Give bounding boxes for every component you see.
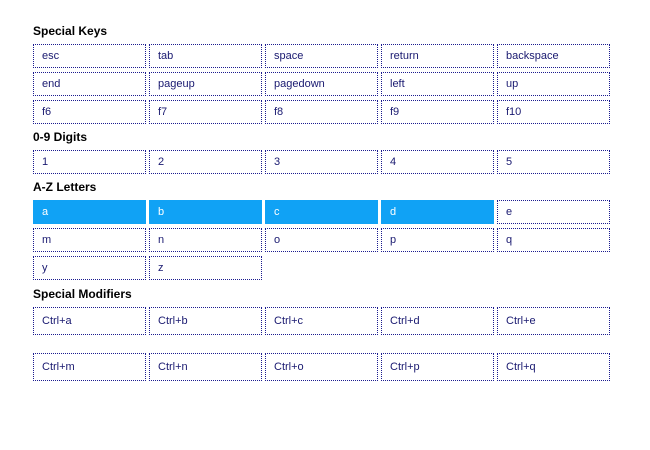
key-cell-d[interactable]: d xyxy=(381,200,494,224)
key-cell-f10[interactable]: f10 xyxy=(497,100,610,124)
key-cell-pagedown[interactable]: pagedown xyxy=(265,72,378,96)
key-cell-b[interactable]: b xyxy=(149,200,262,224)
key-cell-ctrl-plus-d[interactable]: Ctrl+d xyxy=(381,307,494,335)
key-cell-return[interactable]: return xyxy=(381,44,494,68)
key-cell-end[interactable]: end xyxy=(33,72,146,96)
key-cell-ctrl-plus-q[interactable]: Ctrl+q xyxy=(497,353,610,381)
section-modifiers: Special Modifiers Ctrl+a Ctrl+b Ctrl+c Ctrl+… xyxy=(33,287,617,381)
key-row: end pageup pagedown left up xyxy=(33,72,611,96)
section-digits: 0-9 Digits 1 2 3 4 5 xyxy=(33,130,617,174)
key-row: f6 f7 f8 f9 f10 xyxy=(33,100,611,124)
key-row: Ctrl+m Ctrl+n Ctrl+o Ctrl+p Ctrl+q xyxy=(33,353,611,381)
key-cell-f7[interactable]: f7 xyxy=(149,100,262,124)
key-cell-ctrl-plus-e[interactable]: Ctrl+e xyxy=(497,307,610,335)
key-cell-3[interactable]: 3 xyxy=(265,150,378,174)
section-heading-digits: 0-9 Digits xyxy=(33,130,88,144)
key-cell-c[interactable]: c xyxy=(265,200,378,224)
key-cell-tab[interactable]: tab xyxy=(149,44,262,68)
key-cell-m[interactable]: m xyxy=(33,228,146,252)
key-grid-special-keys: esc tab space return backspace end pageup paged… xyxy=(33,44,611,124)
key-cell-z[interactable]: z xyxy=(149,256,262,280)
key-cell-y[interactable]: y xyxy=(33,256,146,280)
key-row: Ctrl+a Ctrl+b Ctrl+c Ctrl+d Ctrl+e xyxy=(33,307,611,335)
section-heading-special-keys: Special Keys xyxy=(33,24,108,38)
key-cell-4[interactable]: 4 xyxy=(381,150,494,174)
key-cell-ctrl-plus-m[interactable]: Ctrl+m xyxy=(33,353,146,381)
key-cell-f8[interactable]: f8 xyxy=(265,100,378,124)
key-cell-backspace[interactable]: backspace xyxy=(497,44,610,68)
section-letters: A-Z Letters a b c d e m n o p q y z xyxy=(33,180,617,280)
key-cell-e[interactable]: e xyxy=(497,200,610,224)
sections-container: Special Keys esc tab space return backspace en… xyxy=(33,24,617,381)
key-grid-modifiers: Ctrl+a Ctrl+b Ctrl+c Ctrl+d Ctrl+e Ctrl+m Ctrl… xyxy=(33,307,611,381)
key-cell-f6[interactable]: f6 xyxy=(33,100,146,124)
key-cell-ctrl-plus-b[interactable]: Ctrl+b xyxy=(149,307,262,335)
key-cell-a[interactable]: a xyxy=(33,200,146,224)
key-cell-p[interactable]: p xyxy=(381,228,494,252)
key-cell-ctrl-plus-n[interactable]: Ctrl+n xyxy=(149,353,262,381)
key-cell-ctrl-plus-o[interactable]: Ctrl+o xyxy=(265,353,378,381)
key-cell-pageup[interactable]: pageup xyxy=(149,72,262,96)
key-cell-f9[interactable]: f9 xyxy=(381,100,494,124)
key-cell-1[interactable]: 1 xyxy=(33,150,146,174)
key-cell-ctrl-plus-p[interactable]: Ctrl+p xyxy=(381,353,494,381)
key-cell-space[interactable]: space xyxy=(265,44,378,68)
key-cell-ctrl-plus-a[interactable]: Ctrl+a xyxy=(33,307,146,335)
key-cell-ctrl-plus-c[interactable]: Ctrl+c xyxy=(265,307,378,335)
key-cell-n[interactable]: n xyxy=(149,228,262,252)
key-cell-2[interactable]: 2 xyxy=(149,150,262,174)
section-heading-letters: A-Z Letters xyxy=(33,180,97,194)
key-cell-o[interactable]: o xyxy=(265,228,378,252)
key-cell-5[interactable]: 5 xyxy=(497,150,610,174)
section-special-keys: Special Keys esc tab space return backspace en… xyxy=(33,24,617,124)
key-cell-esc[interactable]: esc xyxy=(33,44,146,68)
key-cell-up[interactable]: up xyxy=(497,72,610,96)
section-heading-modifiers: Special Modifiers xyxy=(33,287,132,301)
key-cell-q[interactable]: q xyxy=(497,228,610,252)
key-cell-left[interactable]: left xyxy=(381,72,494,96)
key-row: esc tab space return backspace xyxy=(33,44,611,68)
